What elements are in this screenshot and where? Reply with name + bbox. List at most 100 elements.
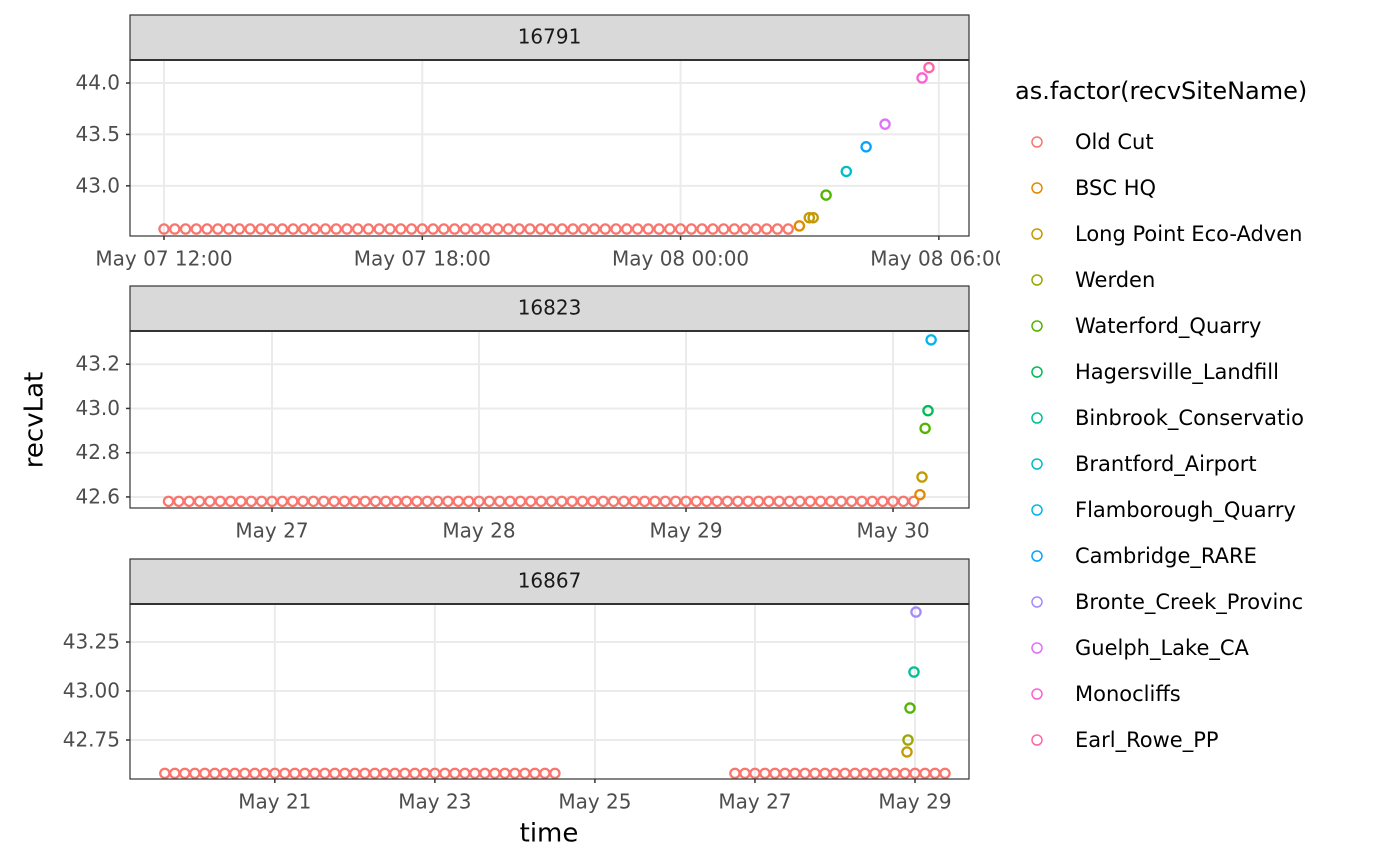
point <box>179 223 192 235</box>
point <box>904 702 916 714</box>
point <box>631 223 644 235</box>
legend-key <box>1031 412 1043 424</box>
x-tick-label: May 29 <box>649 519 722 543</box>
y-tick-label: 42.75 <box>63 728 120 752</box>
point <box>771 223 784 235</box>
point <box>742 495 754 508</box>
point <box>359 495 371 508</box>
point <box>856 495 868 508</box>
x-tick-label: May 07 12:00 <box>95 247 232 271</box>
point <box>235 495 247 508</box>
point <box>308 223 321 235</box>
point <box>524 223 536 235</box>
point <box>276 495 289 508</box>
point <box>610 223 622 235</box>
point <box>642 223 655 235</box>
point <box>162 495 175 508</box>
point <box>245 495 258 508</box>
point <box>556 495 568 508</box>
point <box>169 223 181 235</box>
point <box>448 223 461 235</box>
point <box>887 495 899 508</box>
legend-label: Hagersville_Landfill <box>1075 360 1279 385</box>
point <box>462 495 475 508</box>
point <box>807 211 819 224</box>
legend-label: Waterford_Quarry <box>1075 314 1261 339</box>
point <box>502 223 515 235</box>
point <box>535 495 547 508</box>
panel-background <box>130 60 969 236</box>
point <box>421 495 434 508</box>
point <box>916 471 928 483</box>
point <box>760 223 773 235</box>
points <box>162 334 937 508</box>
point <box>341 223 353 235</box>
point <box>750 223 762 235</box>
point <box>825 495 837 508</box>
point <box>328 495 340 508</box>
legend-label: Werden <box>1075 268 1155 292</box>
point <box>696 223 708 235</box>
point <box>752 495 765 508</box>
point <box>222 223 235 235</box>
point <box>470 223 482 235</box>
legend-label: Cambridge_RARE <box>1075 544 1257 569</box>
point <box>452 495 465 508</box>
legend-label: BSC HQ <box>1075 176 1156 200</box>
y-tick-label: 42.8 <box>75 440 120 464</box>
x-tick-label: May 27 <box>718 790 791 814</box>
point <box>204 495 216 508</box>
x-tick-label: May 23 <box>398 790 471 814</box>
point <box>628 495 641 508</box>
legend-label: Guelph_Lake_CA <box>1075 636 1250 661</box>
point <box>318 495 330 508</box>
point <box>717 223 730 235</box>
strip <box>129 14 970 61</box>
point <box>803 211 816 224</box>
point <box>384 223 396 235</box>
point <box>330 223 342 235</box>
point <box>556 223 568 235</box>
point <box>914 488 926 501</box>
point <box>405 223 418 235</box>
point <box>773 495 785 508</box>
point <box>481 223 493 235</box>
x-tick-label: May 21 <box>238 790 311 814</box>
point <box>158 223 170 235</box>
point <box>879 118 891 130</box>
y-tick-label: 43.2 <box>75 352 120 376</box>
point <box>545 223 558 235</box>
point <box>866 495 879 508</box>
point <box>835 495 848 508</box>
point <box>349 495 361 508</box>
point <box>721 495 734 508</box>
strip <box>129 558 970 605</box>
point <box>233 223 246 235</box>
point <box>193 495 206 508</box>
point <box>814 495 827 508</box>
point <box>459 223 472 235</box>
legend-key <box>1031 366 1043 378</box>
point <box>860 141 872 153</box>
point <box>504 495 516 508</box>
point <box>351 223 364 235</box>
x-axis-label: time <box>520 819 579 849</box>
strip <box>129 285 970 332</box>
point <box>939 767 951 780</box>
point <box>265 223 278 235</box>
point <box>925 334 937 346</box>
point <box>411 495 423 508</box>
point <box>794 495 806 508</box>
legend-label: Old Cut <box>1075 130 1154 154</box>
point <box>183 495 195 508</box>
legend-key <box>1031 642 1043 654</box>
legend-key <box>1031 320 1043 332</box>
point <box>473 495 485 508</box>
point <box>390 495 402 508</box>
point <box>298 223 310 235</box>
point <box>427 223 439 235</box>
legend-label: Flamborough_Quarry <box>1075 498 1296 523</box>
legend-key <box>1031 458 1043 470</box>
x-tick-label: May 08 00:00 <box>612 247 749 271</box>
point <box>840 165 853 178</box>
